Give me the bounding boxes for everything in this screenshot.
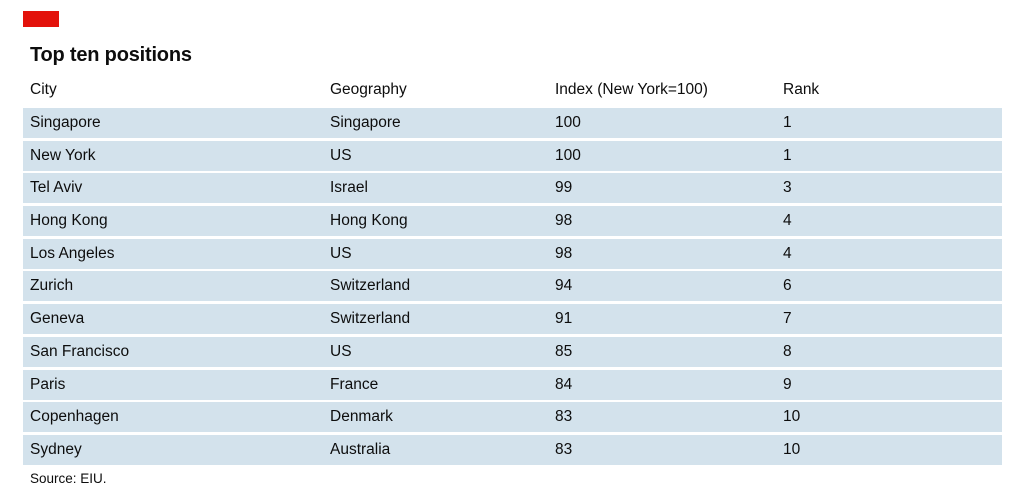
cell-city: Los Angeles (30, 244, 115, 262)
cell-rank: 4 (783, 244, 792, 262)
column-header-city: City (30, 81, 57, 98)
cell-city: Tel Aviv (30, 179, 83, 197)
table-row: Geneva Switzerland 91 7 (23, 304, 1002, 335)
cell-city: Sydney (30, 440, 82, 458)
cell-rank: 10 (783, 440, 801, 458)
cell-city: Singapore (30, 114, 101, 131)
table-row: Tel Aviv Israel 99 3 (23, 173, 1002, 204)
cell-geography: Switzerland (330, 310, 411, 328)
cell-index: 94 (555, 277, 573, 295)
source-note: Source: EIU. (30, 471, 107, 486)
cell-city: Hong Kong (30, 212, 108, 230)
cell-index: 98 (555, 212, 573, 230)
cell-geography: US (330, 244, 352, 262)
cell-geography: Singapore (330, 114, 401, 131)
cell-geography: Hong Kong (330, 212, 408, 230)
cell-geography: Israel (330, 179, 368, 197)
table-row: Paris France 84 9 (23, 369, 1002, 400)
cell-rank: 3 (783, 179, 792, 197)
cell-geography: France (330, 375, 379, 393)
cell-geography: Australia (330, 440, 391, 458)
cell-rank: 4 (783, 212, 792, 230)
cell-index: 99 (555, 179, 573, 197)
cell-index: 100 (555, 114, 581, 131)
cell-rank: 9 (783, 375, 792, 393)
cell-index: 98 (555, 244, 573, 262)
table-row: San Francisco US 85 8 (23, 336, 1002, 367)
column-header-geography: Geography (330, 81, 407, 98)
top-ten-table: City Geography Index (New York=100) Rank Si… (23, 79, 1002, 468)
cell-index: 83 (555, 440, 573, 458)
cell-rank: 7 (783, 310, 792, 328)
cell-geography: US (330, 342, 352, 360)
cell-city: Geneva (30, 310, 85, 328)
brand-accent-bar (23, 11, 59, 27)
cell-city: Zurich (30, 277, 74, 295)
cell-geography: Denmark (330, 408, 393, 426)
cell-index: 84 (555, 375, 573, 393)
cell-city: New York (30, 146, 96, 164)
table-row: New York US 100 1 (23, 140, 1002, 171)
table-body: Singapore Singapore 100 1 New York US 100 1 Tel … (23, 108, 1002, 465)
cell-index: 91 (555, 310, 573, 328)
table-row: Zurich Switzerland 94 6 (23, 271, 1002, 302)
column-header-rank: Rank (783, 81, 820, 98)
chart-title: Top ten positions (30, 44, 192, 66)
table-header-row: City Geography Index (New York=100) Rank (23, 79, 1002, 104)
cell-index: 100 (555, 146, 581, 164)
table-row: Singapore Singapore 100 1 (23, 108, 1002, 138)
cell-geography: US (330, 146, 352, 164)
cell-index: 83 (555, 408, 573, 426)
cell-geography: Switzerland (330, 277, 411, 295)
table-row: Los Angeles US 98 4 (23, 238, 1002, 269)
cell-rank: 1 (783, 146, 792, 164)
cell-rank: 10 (783, 408, 801, 426)
table-row: Hong Kong Hong Kong 98 4 (23, 206, 1002, 237)
table-row: Copenhagen Denmark 83 10 (23, 402, 1002, 433)
cell-city: Paris (30, 375, 66, 393)
cell-city: San Francisco (30, 342, 130, 360)
cell-city: Copenhagen (30, 408, 119, 426)
table-row: Sydney Australia 83 10 (23, 434, 1002, 465)
cell-rank: 1 (783, 114, 792, 131)
column-header-index: Index (New York=100) (555, 81, 708, 98)
cell-rank: 6 (783, 277, 792, 295)
cell-rank: 8 (783, 342, 792, 360)
cell-index: 85 (555, 342, 573, 360)
